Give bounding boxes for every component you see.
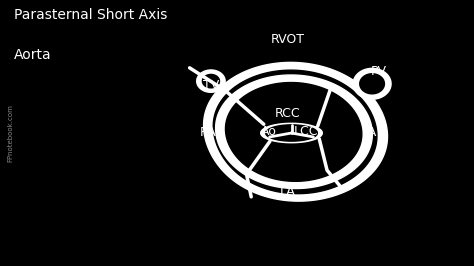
Polygon shape (360, 74, 384, 94)
Polygon shape (213, 70, 377, 194)
Text: Aorta: Aorta (14, 48, 52, 62)
Polygon shape (265, 125, 318, 141)
Text: LCC: LCC (293, 125, 318, 138)
Text: PA: PA (362, 127, 377, 139)
Text: TV: TV (203, 79, 219, 92)
Polygon shape (226, 82, 362, 181)
Text: RCC: RCC (275, 107, 301, 119)
Polygon shape (202, 74, 219, 88)
Polygon shape (353, 68, 391, 99)
Text: LA: LA (280, 185, 296, 198)
Text: FPnotebook.com: FPnotebook.com (8, 104, 13, 162)
Polygon shape (261, 123, 322, 143)
Text: Ao: Ao (261, 125, 277, 138)
Text: Parasternal Short Axis: Parasternal Short Axis (14, 8, 168, 22)
Polygon shape (204, 63, 387, 201)
Polygon shape (197, 70, 225, 92)
Text: PV: PV (371, 65, 387, 78)
Text: RA: RA (200, 127, 217, 139)
Text: RVOT: RVOT (271, 34, 305, 46)
Polygon shape (216, 75, 372, 189)
